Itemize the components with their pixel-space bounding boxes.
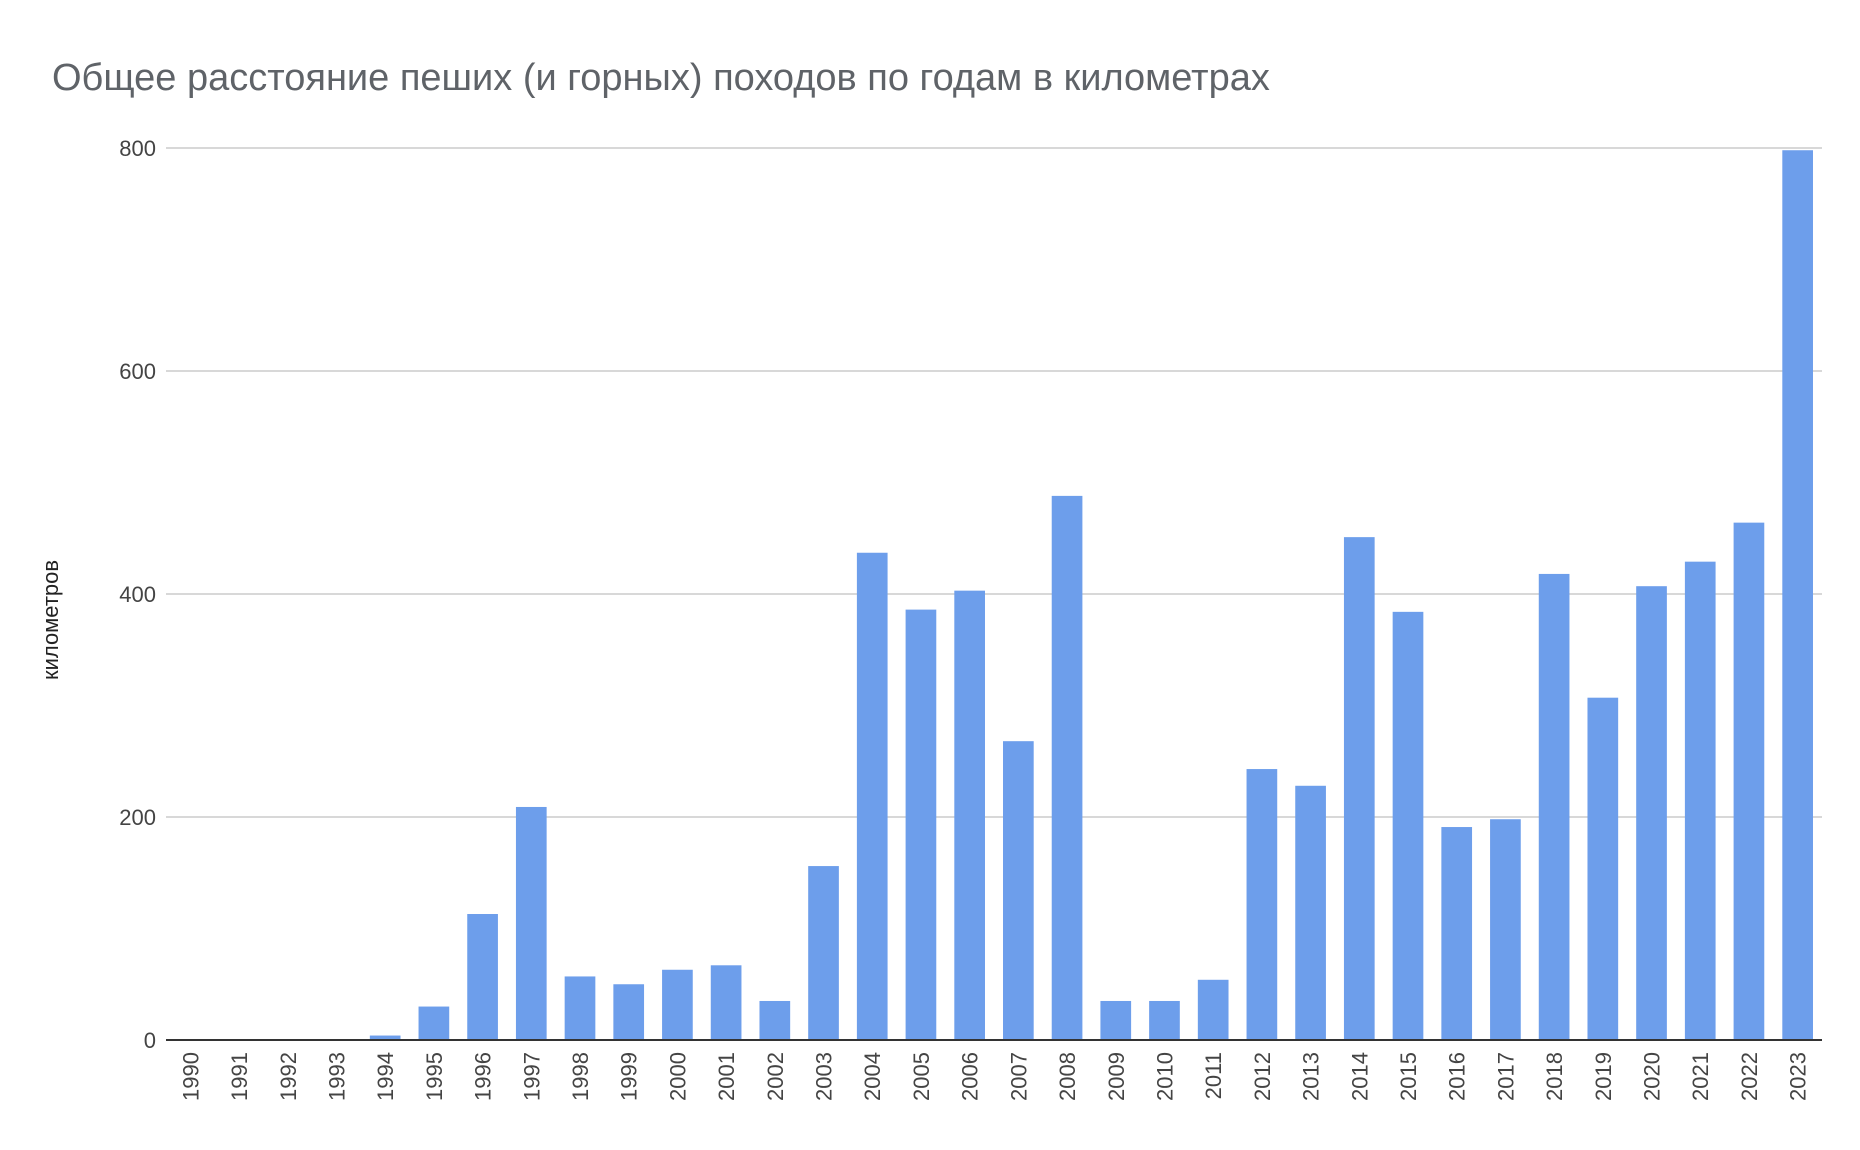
x-tick-label: 2021	[1688, 1052, 1713, 1101]
y-tick-label: 200	[119, 805, 156, 830]
bar-2000	[662, 969, 693, 1040]
x-tick-label: 2012	[1250, 1052, 1275, 1101]
x-tick-label: 2003	[812, 1052, 837, 1101]
x-tick-label: 1996	[471, 1052, 496, 1101]
x-tick-label: 2004	[860, 1052, 885, 1101]
x-tick-label: 2016	[1445, 1052, 1470, 1101]
x-tick-label: 2010	[1152, 1052, 1177, 1101]
bar-2021	[1684, 561, 1716, 1040]
y-tick-label: 800	[119, 136, 156, 161]
bar-2004	[856, 552, 888, 1040]
x-tick-label: 2015	[1396, 1052, 1421, 1101]
x-tick-label: 1997	[519, 1052, 544, 1101]
bar-2012	[1246, 769, 1278, 1040]
bar-2010	[1149, 1000, 1180, 1040]
bars	[369, 150, 1813, 1041]
bar-2006	[954, 590, 985, 1040]
x-tick-label: 2020	[1640, 1052, 1665, 1101]
bar-1995	[418, 1006, 450, 1040]
x-tick-label: 1990	[178, 1052, 203, 1101]
x-tick-label: 2008	[1055, 1052, 1080, 1101]
x-tick-label: 2000	[665, 1052, 690, 1101]
x-tick-label: 1993	[324, 1052, 349, 1101]
bar-2008	[1051, 495, 1083, 1040]
bar-1999	[613, 984, 645, 1040]
bar-2009	[1100, 1000, 1132, 1040]
bar-2007	[1003, 741, 1034, 1040]
bar-2018	[1538, 573, 1570, 1040]
x-tick-label: 2001	[714, 1052, 739, 1101]
x-tick-label: 1998	[568, 1052, 593, 1101]
bar-2016	[1441, 827, 1473, 1040]
bar-2003	[808, 866, 839, 1040]
x-tick-label: 2013	[1299, 1052, 1324, 1101]
x-tick-label: 2014	[1347, 1052, 1372, 1101]
bar-2022	[1733, 522, 1765, 1040]
bar-2013	[1295, 785, 1326, 1040]
bar-2017	[1490, 819, 1521, 1040]
y-axis-label: километров	[38, 560, 63, 680]
x-tick-label: 1999	[617, 1052, 642, 1101]
x-tick-label: 1994	[373, 1052, 398, 1101]
x-tick-label: 2018	[1542, 1052, 1567, 1101]
bar-1998	[564, 976, 596, 1040]
x-tick-label: 1992	[276, 1052, 301, 1101]
x-tick-label: 2009	[1104, 1052, 1129, 1101]
bar-2001	[710, 965, 742, 1040]
x-axis-ticks: 1990 1991 1992 1993 1994 1995 1996 1997 1998 1999…	[178, 1052, 1810, 1101]
bar-1996	[467, 914, 498, 1040]
chart-title: Общее расстояние пеших (и горных) походо…	[52, 57, 1270, 99]
bar-2002	[759, 1000, 791, 1040]
bar-2020	[1636, 586, 1667, 1040]
x-tick-label: 2007	[1006, 1052, 1031, 1101]
x-tick-label: 2002	[763, 1052, 788, 1101]
gridlines	[166, 147, 1822, 818]
x-tick-label: 2019	[1591, 1052, 1616, 1101]
bar-2015	[1392, 611, 1424, 1040]
bar-2005	[905, 609, 937, 1040]
x-tick-label: 2006	[958, 1052, 983, 1101]
y-tick-label: 0	[144, 1028, 156, 1053]
x-tick-label: 2022	[1737, 1052, 1762, 1101]
bar-2011	[1197, 979, 1229, 1040]
y-tick-label: 600	[119, 359, 156, 384]
bar-2019	[1587, 697, 1619, 1040]
bar-1997	[515, 806, 547, 1040]
x-tick-label: 2011	[1201, 1052, 1226, 1099]
bar-1994	[369, 1035, 401, 1040]
y-tick-label: 400	[119, 582, 156, 607]
y-axis-ticks: 0 200 400 600 800	[119, 136, 156, 1053]
x-tick-label: 1995	[422, 1052, 447, 1101]
bar-2023	[1782, 150, 1813, 1041]
x-tick-label: 1991	[227, 1052, 252, 1101]
x-tick-label: 2023	[1786, 1052, 1811, 1101]
x-tick-label: 2017	[1493, 1052, 1518, 1101]
bar-2014	[1343, 537, 1375, 1040]
x-tick-label: 2005	[909, 1052, 934, 1101]
